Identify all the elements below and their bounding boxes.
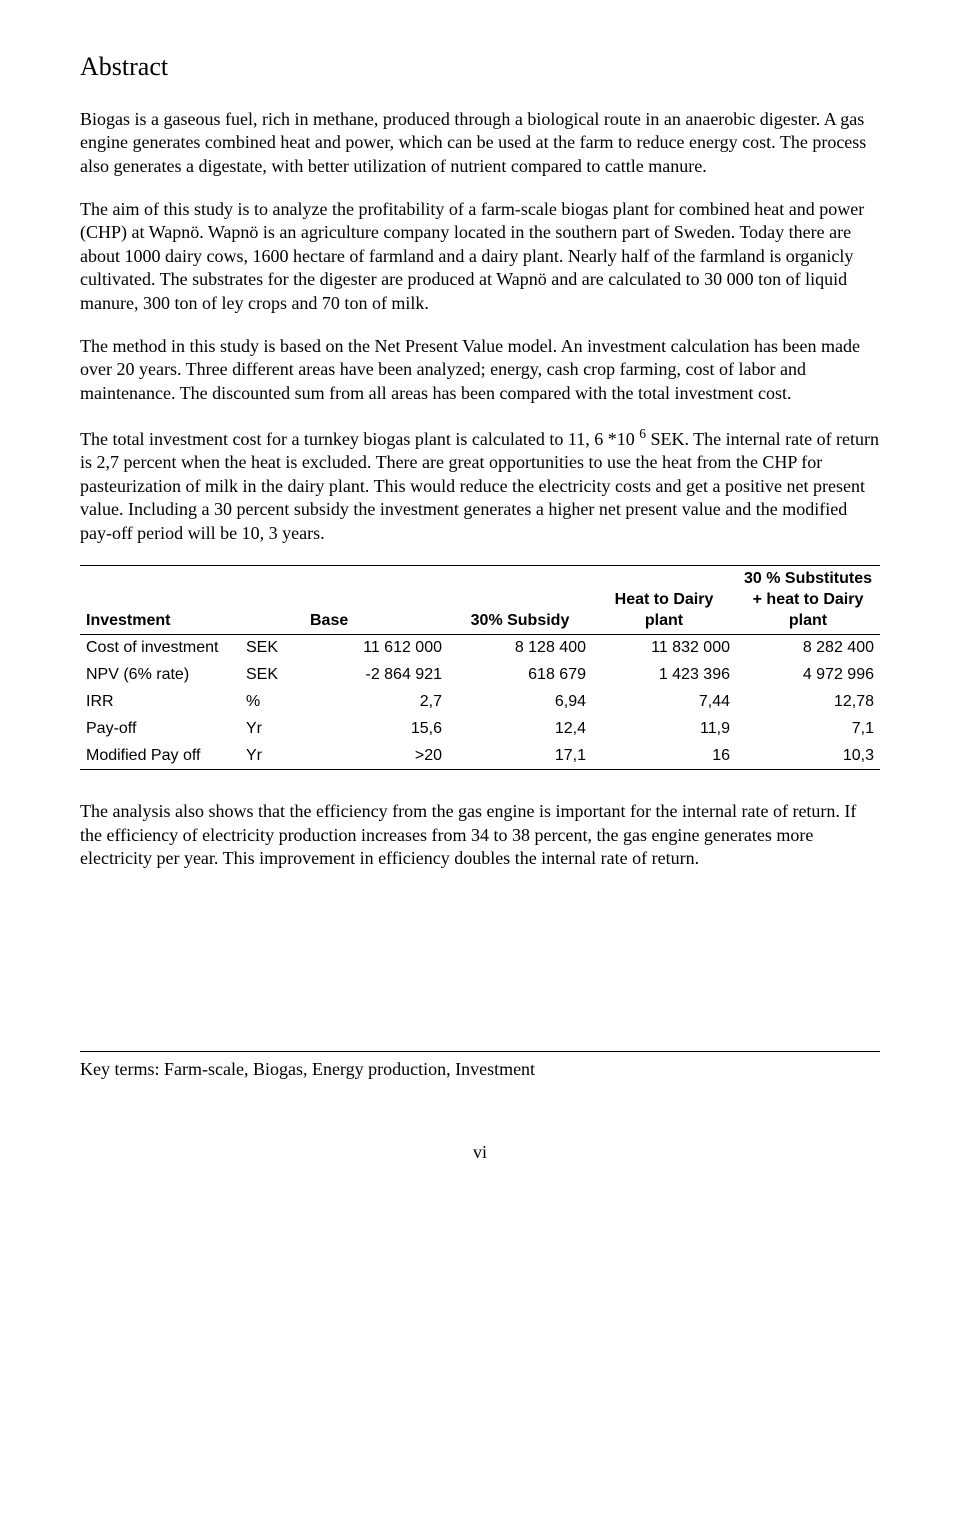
cell-v4: 7,1 (736, 716, 880, 743)
cell-v1: 15,6 (304, 716, 448, 743)
table-row: NPV (6% rate)SEK-2 864 921618 6791 423 3… (80, 662, 880, 689)
th-subsidy: 30% Subsidy (448, 566, 592, 635)
paragraph-3: The method in this study is based on the… (80, 335, 880, 405)
cell-v4: 8 282 400 (736, 635, 880, 662)
cell-v2: 6,94 (448, 689, 592, 716)
abstract-heading: Abstract (80, 50, 880, 84)
cell-label: Modified Pay off (80, 743, 240, 770)
cell-v1: 11 612 000 (304, 635, 448, 662)
cell-v2: 12,4 (448, 716, 592, 743)
cell-v3: 1 423 396 (592, 662, 736, 689)
cell-v4: 12,78 (736, 689, 880, 716)
cell-v2: 17,1 (448, 743, 592, 770)
cell-label: IRR (80, 689, 240, 716)
cell-v3: 7,44 (592, 689, 736, 716)
paragraph-5: The analysis also shows that the efficie… (80, 800, 880, 870)
page-number: vi (80, 1141, 880, 1164)
cell-unit: Yr (240, 743, 304, 770)
cell-v2: 618 679 (448, 662, 592, 689)
cell-v3: 11,9 (592, 716, 736, 743)
table-row: Pay-offYr15,612,411,97,1 (80, 716, 880, 743)
table-row: Cost of investmentSEK11 612 0008 128 400… (80, 635, 880, 662)
cell-unit: SEK (240, 662, 304, 689)
table-row: IRR%2,76,947,4412,78 (80, 689, 880, 716)
table-header-row: Investment Base 30% Subsidy Heat to Dair… (80, 566, 880, 635)
cell-unit: Yr (240, 716, 304, 743)
paragraph-2: The aim of this study is to analyze the … (80, 198, 880, 315)
p4-superscript: 6 (639, 426, 646, 441)
cell-v2: 8 128 400 (448, 635, 592, 662)
cell-v1: 2,7 (304, 689, 448, 716)
table-row: Modified Pay offYr>2017,11610,3 (80, 743, 880, 770)
table-body: Cost of investmentSEK11 612 0008 128 400… (80, 635, 880, 770)
cell-v1: >20 (304, 743, 448, 770)
paragraph-1: Biogas is a gaseous fuel, rich in methan… (80, 108, 880, 178)
cell-unit: SEK (240, 635, 304, 662)
cell-v4: 4 972 996 (736, 662, 880, 689)
th-unit (240, 566, 304, 635)
th-subs-heat: 30 % Substitutes + heat to Dairy plant (736, 566, 880, 635)
cell-label: NPV (6% rate) (80, 662, 240, 689)
cell-v3: 16 (592, 743, 736, 770)
cell-v4: 10,3 (736, 743, 880, 770)
th-base: Base (304, 566, 448, 635)
p4-pre: The total investment cost for a turnkey … (80, 429, 639, 449)
cell-label: Cost of investment (80, 635, 240, 662)
th-investment: Investment (80, 566, 240, 635)
th-heat-dairy: Heat to Dairy plant (592, 566, 736, 635)
paragraph-4: The total investment cost for a turnkey … (80, 425, 880, 545)
cell-unit: % (240, 689, 304, 716)
cell-label: Pay-off (80, 716, 240, 743)
cell-v1: -2 864 921 (304, 662, 448, 689)
key-terms: Key terms: Farm-scale, Biogas, Energy pr… (80, 1058, 880, 1081)
investment-table: Investment Base 30% Subsidy Heat to Dair… (80, 565, 880, 770)
footer-rule (80, 1051, 880, 1052)
cell-v3: 11 832 000 (592, 635, 736, 662)
